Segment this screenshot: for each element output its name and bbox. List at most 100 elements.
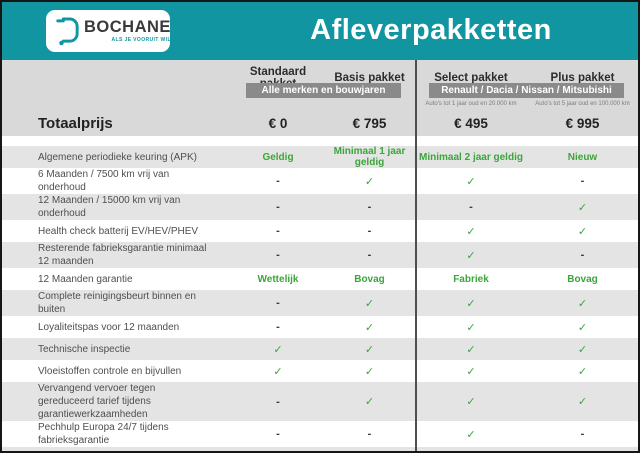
- row-value: Nieuw: [567, 151, 598, 163]
- row-value: ✓: [364, 396, 375, 408]
- brand-bar-renault-group: Renault / Dacia / Nissan / Mitsubishi: [429, 83, 624, 98]
- row-value: Minimaal 1 jaar geldig: [333, 146, 406, 168]
- bochane-logo: BOCHANE ALS JE VOORUIT WIL: [46, 10, 171, 52]
- column-group-divider: [415, 60, 417, 451]
- table-row-technische-inspectie: Technische inspectie ✓ ✓ ✓ ✓: [2, 338, 638, 360]
- plus-package-note: Auto's tot 5 jaar oud en 100.000 km: [535, 101, 630, 107]
- package-name-select: Select pakket: [434, 72, 508, 84]
- row-label: Technische inspectie: [38, 343, 131, 355]
- row-value: ✓: [364, 175, 375, 188]
- row-value: ✓: [364, 343, 375, 356]
- table-row-loyaliteitspas: Loyaliteitspas voor 12 maanden - ✓ ✓ ✓: [2, 316, 638, 338]
- row-value: -: [580, 428, 585, 440]
- price-select: € 495: [454, 115, 488, 131]
- row-label: Algemene periodieke keuring (APK): [38, 151, 197, 163]
- table-row-12maanden-onderhoud: 12 Maanden / 15000 km vrij van onderhoud…: [2, 194, 638, 220]
- brand-bar-all-makes: Alle merken en bouwjaren: [246, 83, 401, 98]
- row-value: -: [276, 428, 280, 440]
- row-value: Fabriek: [453, 273, 489, 285]
- row-label: Resterende fabrieksgarantie minimaal 12 …: [38, 243, 207, 267]
- logo-wordmark: BOCHANE: [84, 17, 171, 36]
- row-value: -: [276, 297, 280, 309]
- row-label: Health check batterij EV/HEV/PHEV: [38, 225, 199, 237]
- row-value: -: [469, 201, 473, 213]
- logo-tagline: ALS JE VOORUIT WIL: [111, 37, 171, 44]
- row-value: ✓: [466, 343, 476, 356]
- bochane-logo-icon: [55, 16, 79, 46]
- total-price-row: Totaalprijs € 0 € 795 € 495 € 995: [2, 110, 638, 136]
- row-value: Geldig: [262, 151, 294, 163]
- total-price-label: Totaalprijs: [38, 114, 113, 132]
- spacer: [2, 136, 638, 146]
- brand-bars-row: Alle merken en bouwjaren Renault / Dacia…: [2, 83, 638, 98]
- price-standaard: € 0: [268, 115, 288, 131]
- package-names-row: Standaard pakket Basis pakket Select pak…: [2, 66, 638, 90]
- row-value: ✓: [577, 396, 588, 408]
- page-title: Afleverpakketten: [310, 14, 552, 46]
- row-value: -: [367, 225, 372, 237]
- package-name-basis: Basis pakket: [334, 72, 405, 84]
- row-value: ✓: [364, 297, 375, 310]
- price-basis: € 795: [352, 115, 387, 131]
- row-value: ✓: [466, 428, 476, 441]
- row-value: -: [276, 201, 280, 213]
- row-value: -: [276, 249, 280, 261]
- row-value: -: [276, 395, 280, 408]
- table-row-pechhulp: Pechhulp Europa 24/7 tijdens fabrieksgar…: [2, 421, 638, 447]
- package-name-plus: Plus pakket: [550, 72, 615, 84]
- row-value: ✓: [273, 343, 283, 356]
- row-value: Wettelijk: [257, 273, 299, 285]
- row-value: Bovag: [567, 273, 598, 285]
- row-value: ✓: [577, 201, 588, 214]
- feature-table: Algemene periodieke keuring (APK) Geldig…: [2, 146, 638, 451]
- table-row-vervangend-vervoer: Vervangend vervoer tegen gereduceerd tar…: [2, 382, 638, 421]
- row-value: ✓: [364, 365, 375, 378]
- row-label: Complete reinigingsbeurt binnen en buite…: [38, 291, 196, 315]
- select-package-note: Auto's tot 1 jaar oud en 20.000 km: [425, 101, 517, 107]
- row-label: 6 Maanden / 7500 km vrij van onderhoud: [38, 169, 170, 193]
- row-value: Minimaal 2 jaar geldig: [419, 151, 523, 163]
- table-row-fabrieksgarantie: Resterende fabrieksgarantie minimaal 12 …: [2, 242, 638, 268]
- row-value: ✓: [466, 396, 476, 408]
- logo-text: BOCHANE ALS JE VOORUIT WIL: [84, 19, 171, 44]
- row-value: ✓: [577, 297, 588, 310]
- row-value: ✓: [577, 321, 588, 334]
- row-label: 12 Maanden / 15000 km vrij van onderhoud: [38, 195, 181, 219]
- package-header-panel: Standaard pakket Basis pakket Select pak…: [2, 60, 638, 136]
- row-value: ✓: [273, 365, 283, 378]
- row-value: ✓: [466, 225, 476, 238]
- row-label: 12 Maanden garantie: [38, 273, 133, 285]
- package-notes-row: Auto's tot 1 jaar oud en 20.000 km Auto'…: [2, 98, 638, 110]
- row-value: -: [367, 249, 372, 261]
- row-value: -: [367, 201, 372, 213]
- row-value: -: [580, 249, 585, 261]
- row-value: ✓: [466, 175, 476, 188]
- row-value: ✓: [577, 365, 588, 378]
- row-value: ✓: [577, 225, 588, 238]
- table-row-apk: Algemene periodieke keuring (APK) Geldig…: [2, 146, 638, 168]
- row-label: Loyaliteitspas voor 12 maanden: [38, 321, 180, 333]
- row-value: ✓: [466, 365, 476, 378]
- page-header: BOCHANE ALS JE VOORUIT WIL Afleverpakket…: [2, 2, 638, 60]
- row-label: Vervangend vervoer tegen gereduceerd tar…: [38, 383, 156, 420]
- row-value: ✓: [466, 249, 476, 262]
- price-plus: € 995: [565, 115, 600, 131]
- table-row-6maanden-onderhoud: 6 Maanden / 7500 km vrij van onderhoud -…: [2, 168, 638, 194]
- table-row-vloeistoffen: Vloeistoffen controle en bijvullen ✓ ✓ ✓…: [2, 360, 638, 382]
- row-value: ✓: [466, 297, 476, 310]
- row-value: -: [276, 321, 280, 333]
- row-value: -: [276, 225, 280, 237]
- row-value: Bovag: [354, 273, 385, 285]
- row-value: -: [276, 175, 280, 187]
- row-value: -: [580, 175, 585, 187]
- table-row-brandstof: € 25,- Brandstof of volle accu - ✓ ✓ ✓: [2, 447, 638, 451]
- row-value: -: [367, 428, 372, 440]
- row-value: ✓: [466, 321, 476, 334]
- table-row-reinigingsbeurt: Complete reinigingsbeurt binnen en buite…: [2, 290, 638, 316]
- row-label: Pechhulp Europa 24/7 tijdens fabrieksgar…: [38, 422, 169, 446]
- table-row-12maanden-garantie: 12 Maanden garantie Wettelijk Bovag Fabr…: [2, 268, 638, 290]
- row-label: Vloeistoffen controle en bijvullen: [38, 365, 182, 377]
- row-value: ✓: [364, 321, 375, 334]
- row-value: ✓: [577, 343, 588, 356]
